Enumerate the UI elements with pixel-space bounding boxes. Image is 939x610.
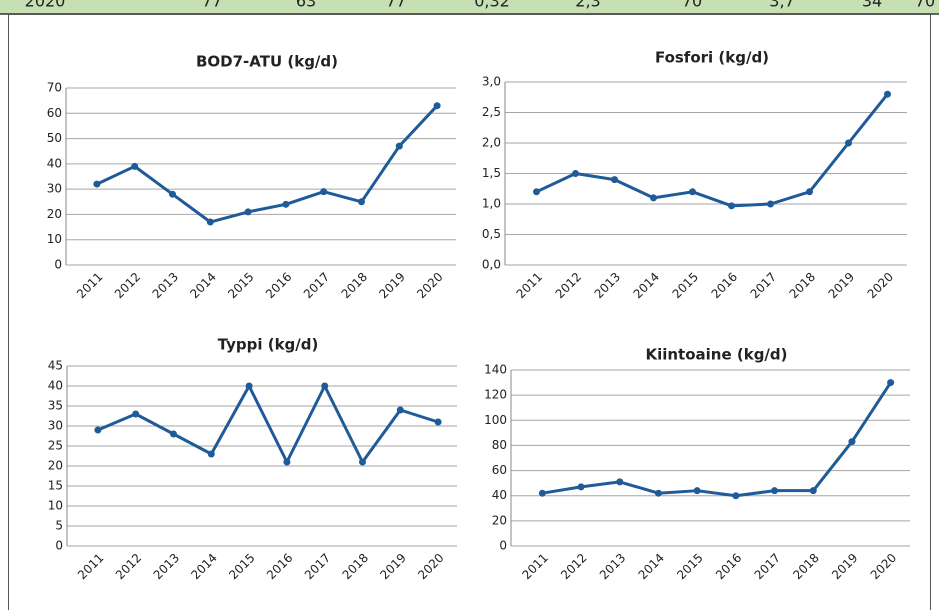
data-point <box>283 458 291 466</box>
y-tick-label: 35 <box>48 399 63 413</box>
y-tick-label: 0 <box>499 539 507 553</box>
y-tick-label: 0,0 <box>482 258 501 272</box>
y-tick-label: 2,0 <box>482 136 501 150</box>
y-tick-label: 0 <box>54 258 62 272</box>
data-point <box>728 202 735 210</box>
y-tick-label: 30 <box>47 182 62 196</box>
y-tick-label: 10 <box>47 232 62 246</box>
data-point <box>320 188 328 196</box>
data-point <box>577 483 585 491</box>
data-line <box>535 93 889 208</box>
y-tick-label: 2,5 <box>482 105 501 119</box>
data-point <box>94 426 102 434</box>
data-point <box>809 487 817 495</box>
data-point <box>732 492 740 500</box>
data-point <box>359 458 366 466</box>
y-tick-label: 40 <box>47 156 62 170</box>
data-point <box>845 139 852 147</box>
cell-text: 70 <box>915 0 935 11</box>
data-point <box>396 406 404 414</box>
y-tick-label: 25 <box>48 439 63 453</box>
data-point <box>806 188 813 196</box>
cell-text: 77 <box>202 0 222 11</box>
data-line <box>97 384 439 464</box>
y-tick-label: 15 <box>48 479 63 493</box>
data-point <box>538 489 546 497</box>
cell-text: 3,7 <box>769 0 794 11</box>
y-tick-label: 40 <box>48 379 63 393</box>
data-point <box>131 162 139 170</box>
cell-text: 2020 <box>25 0 66 11</box>
data-point <box>654 489 662 497</box>
cell-text: 63 <box>296 0 316 11</box>
chart-title: Kiintoaine (kg/d) <box>645 346 787 364</box>
y-tick-label: 0,5 <box>482 227 501 241</box>
y-tick-label: 45 <box>48 359 63 373</box>
y-tick-label: 60 <box>47 106 62 120</box>
y-tick-label: 20 <box>48 459 63 473</box>
y-tick-label: 100 <box>484 413 507 427</box>
data-point <box>611 176 618 184</box>
cell-text: 0,32 <box>474 0 510 11</box>
data-point <box>887 379 895 387</box>
data-point <box>650 194 657 202</box>
data-point <box>244 208 252 216</box>
data-point <box>616 478 624 486</box>
y-tick-label: 1,0 <box>482 197 501 211</box>
y-tick-label: 70 <box>47 81 62 95</box>
y-tick-label: 120 <box>484 388 507 402</box>
data-point <box>693 487 701 495</box>
data-point <box>93 180 101 188</box>
y-tick-label: 20 <box>492 513 507 527</box>
cell-text: 70 <box>682 0 702 11</box>
data-point <box>321 382 329 390</box>
y-tick-label: 10 <box>48 499 63 513</box>
data-line <box>96 104 439 224</box>
cell-text: 77 <box>386 0 406 11</box>
data-line <box>542 381 892 498</box>
chart-title: Fosfori (kg/d) <box>655 49 769 67</box>
y-tick-label: 0 <box>55 539 63 553</box>
data-point <box>771 487 779 495</box>
y-tick-label: 30 <box>48 419 63 433</box>
cell-text: 34 <box>862 0 882 11</box>
y-tick-label: 80 <box>492 438 507 452</box>
y-tick-label: 3,0 <box>482 75 501 89</box>
chart-title: BOD7-ATU (kg/d) <box>196 53 338 71</box>
y-tick-label: 20 <box>47 207 62 221</box>
chart-title: Typpi (kg/d) <box>218 336 319 354</box>
y-tick-label: 60 <box>492 463 507 477</box>
data-point <box>689 188 696 196</box>
data-point <box>132 410 140 418</box>
cell-text: 2,3 <box>575 0 600 11</box>
data-point <box>170 430 177 438</box>
data-point <box>767 200 774 208</box>
data-point <box>572 170 579 177</box>
data-point <box>245 382 253 390</box>
data-point <box>433 102 441 110</box>
data-point <box>207 450 215 458</box>
data-point <box>358 198 365 206</box>
y-tick-label: 1,5 <box>482 166 501 180</box>
y-tick-label: 5 <box>55 519 63 533</box>
y-tick-label: 40 <box>492 488 507 502</box>
y-tick-label: 50 <box>47 131 62 145</box>
data-point <box>169 190 176 198</box>
data-point <box>282 200 290 208</box>
data-point <box>206 218 214 226</box>
data-point <box>434 418 442 426</box>
data-point <box>533 188 540 196</box>
data-point <box>884 90 891 98</box>
y-tick-label: 140 <box>484 363 507 377</box>
data-point <box>848 438 856 446</box>
table-row <box>0 0 939 14</box>
data-point <box>395 142 403 150</box>
